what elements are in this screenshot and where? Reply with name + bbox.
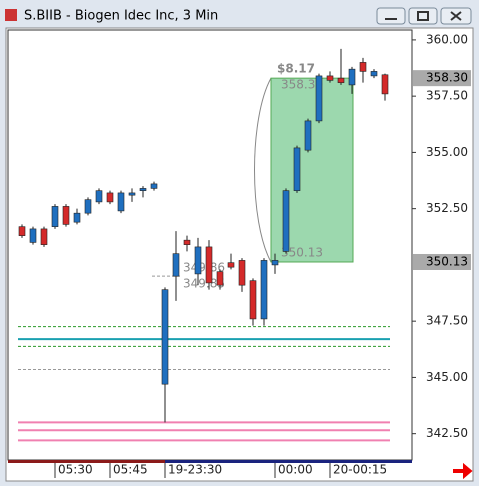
- price-tag: [413, 70, 471, 87]
- y-tick-label: 345.00: [426, 370, 468, 384]
- candle-body: [304, 120, 312, 151]
- y-tick-label: 347.50: [426, 314, 468, 328]
- maximize-button[interactable]: [408, 7, 438, 25]
- candle-body: [194, 246, 202, 275]
- candle-body: [315, 75, 323, 122]
- candle-body: [227, 262, 235, 268]
- candle-body: [260, 260, 268, 320]
- window-title: S.BIIB - Biogen Idec Inc, 3 Min: [24, 9, 218, 24]
- candle-body: [128, 192, 136, 196]
- candle-body: [249, 280, 257, 320]
- scroll-arrow[interactable]: [453, 462, 473, 480]
- candle-body: [40, 228, 48, 245]
- candle-body: [381, 74, 389, 95]
- candle-body: [370, 71, 378, 77]
- candle-body: [62, 206, 70, 225]
- y-tick-label: 360.00: [426, 32, 468, 46]
- candle-body: [238, 260, 246, 286]
- measure-arc: [254, 77, 272, 263]
- candle-body: [139, 188, 147, 191]
- candle-body: [172, 253, 180, 277]
- candle-body: [51, 206, 59, 227]
- price-tag-label: 358.30: [426, 71, 468, 85]
- candle-body: [18, 226, 26, 236]
- crosshair-label: 349.85: [183, 277, 225, 291]
- session-bar: [165, 460, 412, 463]
- candle-body: [282, 190, 290, 252]
- candle-body: [271, 260, 279, 266]
- session-bar: [8, 460, 165, 463]
- minimize-button[interactable]: [376, 7, 406, 25]
- y-tick-label: 355.00: [426, 145, 468, 159]
- candle-body: [326, 75, 334, 81]
- candle-body: [161, 289, 169, 385]
- window-buttons[interactable]: [376, 7, 472, 25]
- y-tick-label: 342.50: [426, 426, 468, 440]
- measure-high-label: 358.30: [281, 78, 323, 92]
- crosshair-label: 349.86: [183, 261, 225, 275]
- measure-low-label: 350.13: [281, 245, 323, 259]
- candle-body: [348, 68, 356, 86]
- candle-body: [29, 228, 37, 243]
- price-tag-label: 350.13: [426, 254, 468, 268]
- candle-body: [205, 246, 213, 284]
- x-tick-label: 05:45: [113, 463, 148, 477]
- candle-body: [73, 212, 81, 223]
- candle-body: [117, 192, 125, 212]
- measure-label: $8.17: [277, 62, 315, 76]
- x-tick-label: 05:30: [58, 463, 93, 477]
- price-tag: [413, 253, 471, 270]
- candle-body: [95, 190, 103, 203]
- candle-body: [216, 271, 224, 286]
- candle-body: [337, 77, 345, 83]
- x-tick-label: 20-00:15: [333, 463, 387, 477]
- candle-body: [150, 183, 158, 189]
- x-tick-label: 00:00: [278, 463, 313, 477]
- y-tick-label: 357.50: [426, 89, 468, 103]
- candle-body: [293, 147, 301, 191]
- y-tick-label: 352.50: [426, 201, 468, 215]
- x-tick-label: 19-23:30: [168, 463, 222, 477]
- candle-body: [183, 239, 191, 245]
- candle-body: [106, 192, 114, 203]
- app-icon: [5, 9, 17, 21]
- candle-body: [359, 62, 367, 72]
- candle-body: [84, 199, 92, 214]
